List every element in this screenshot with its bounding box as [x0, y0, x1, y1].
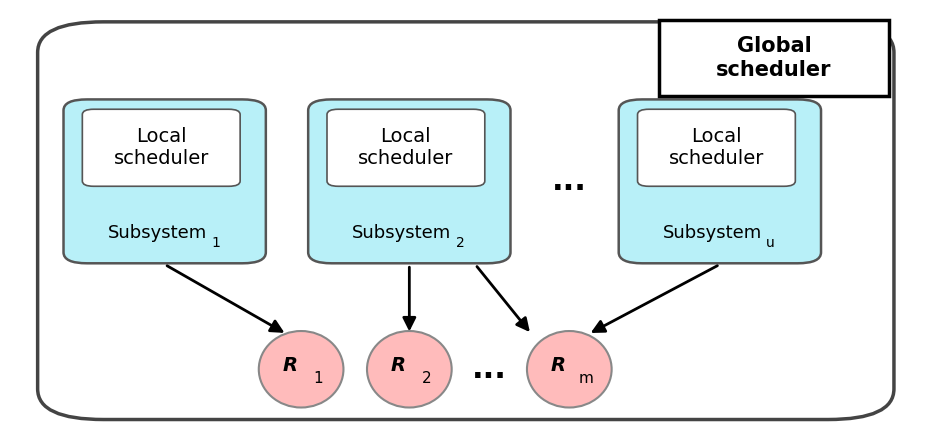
Ellipse shape	[259, 331, 343, 407]
Text: 2: 2	[422, 371, 431, 385]
FancyBboxPatch shape	[309, 100, 510, 263]
Text: R: R	[282, 356, 297, 375]
Text: Global
scheduler: Global scheduler	[716, 36, 832, 80]
Text: u: u	[766, 236, 775, 250]
FancyBboxPatch shape	[38, 22, 894, 420]
Text: 2: 2	[455, 236, 465, 250]
Text: ...: ...	[551, 167, 587, 196]
Text: R: R	[391, 356, 406, 375]
Text: Subsystem: Subsystem	[352, 224, 452, 242]
FancyBboxPatch shape	[83, 109, 240, 186]
Text: 1: 1	[313, 371, 323, 385]
Text: ...: ...	[471, 355, 507, 384]
Ellipse shape	[527, 331, 612, 407]
Text: Subsystem: Subsystem	[107, 224, 207, 242]
FancyBboxPatch shape	[327, 109, 485, 186]
Text: Local
scheduler: Local scheduler	[359, 127, 454, 168]
Text: Subsystem: Subsystem	[662, 224, 762, 242]
Text: m: m	[579, 371, 594, 385]
Text: 1: 1	[211, 236, 220, 250]
Text: Local
scheduler: Local scheduler	[114, 127, 209, 168]
Ellipse shape	[367, 331, 452, 407]
FancyBboxPatch shape	[638, 109, 795, 186]
FancyBboxPatch shape	[64, 100, 265, 263]
Text: R: R	[550, 356, 566, 375]
Text: Local
scheduler: Local scheduler	[669, 127, 764, 168]
FancyBboxPatch shape	[619, 100, 821, 263]
FancyBboxPatch shape	[659, 20, 889, 96]
